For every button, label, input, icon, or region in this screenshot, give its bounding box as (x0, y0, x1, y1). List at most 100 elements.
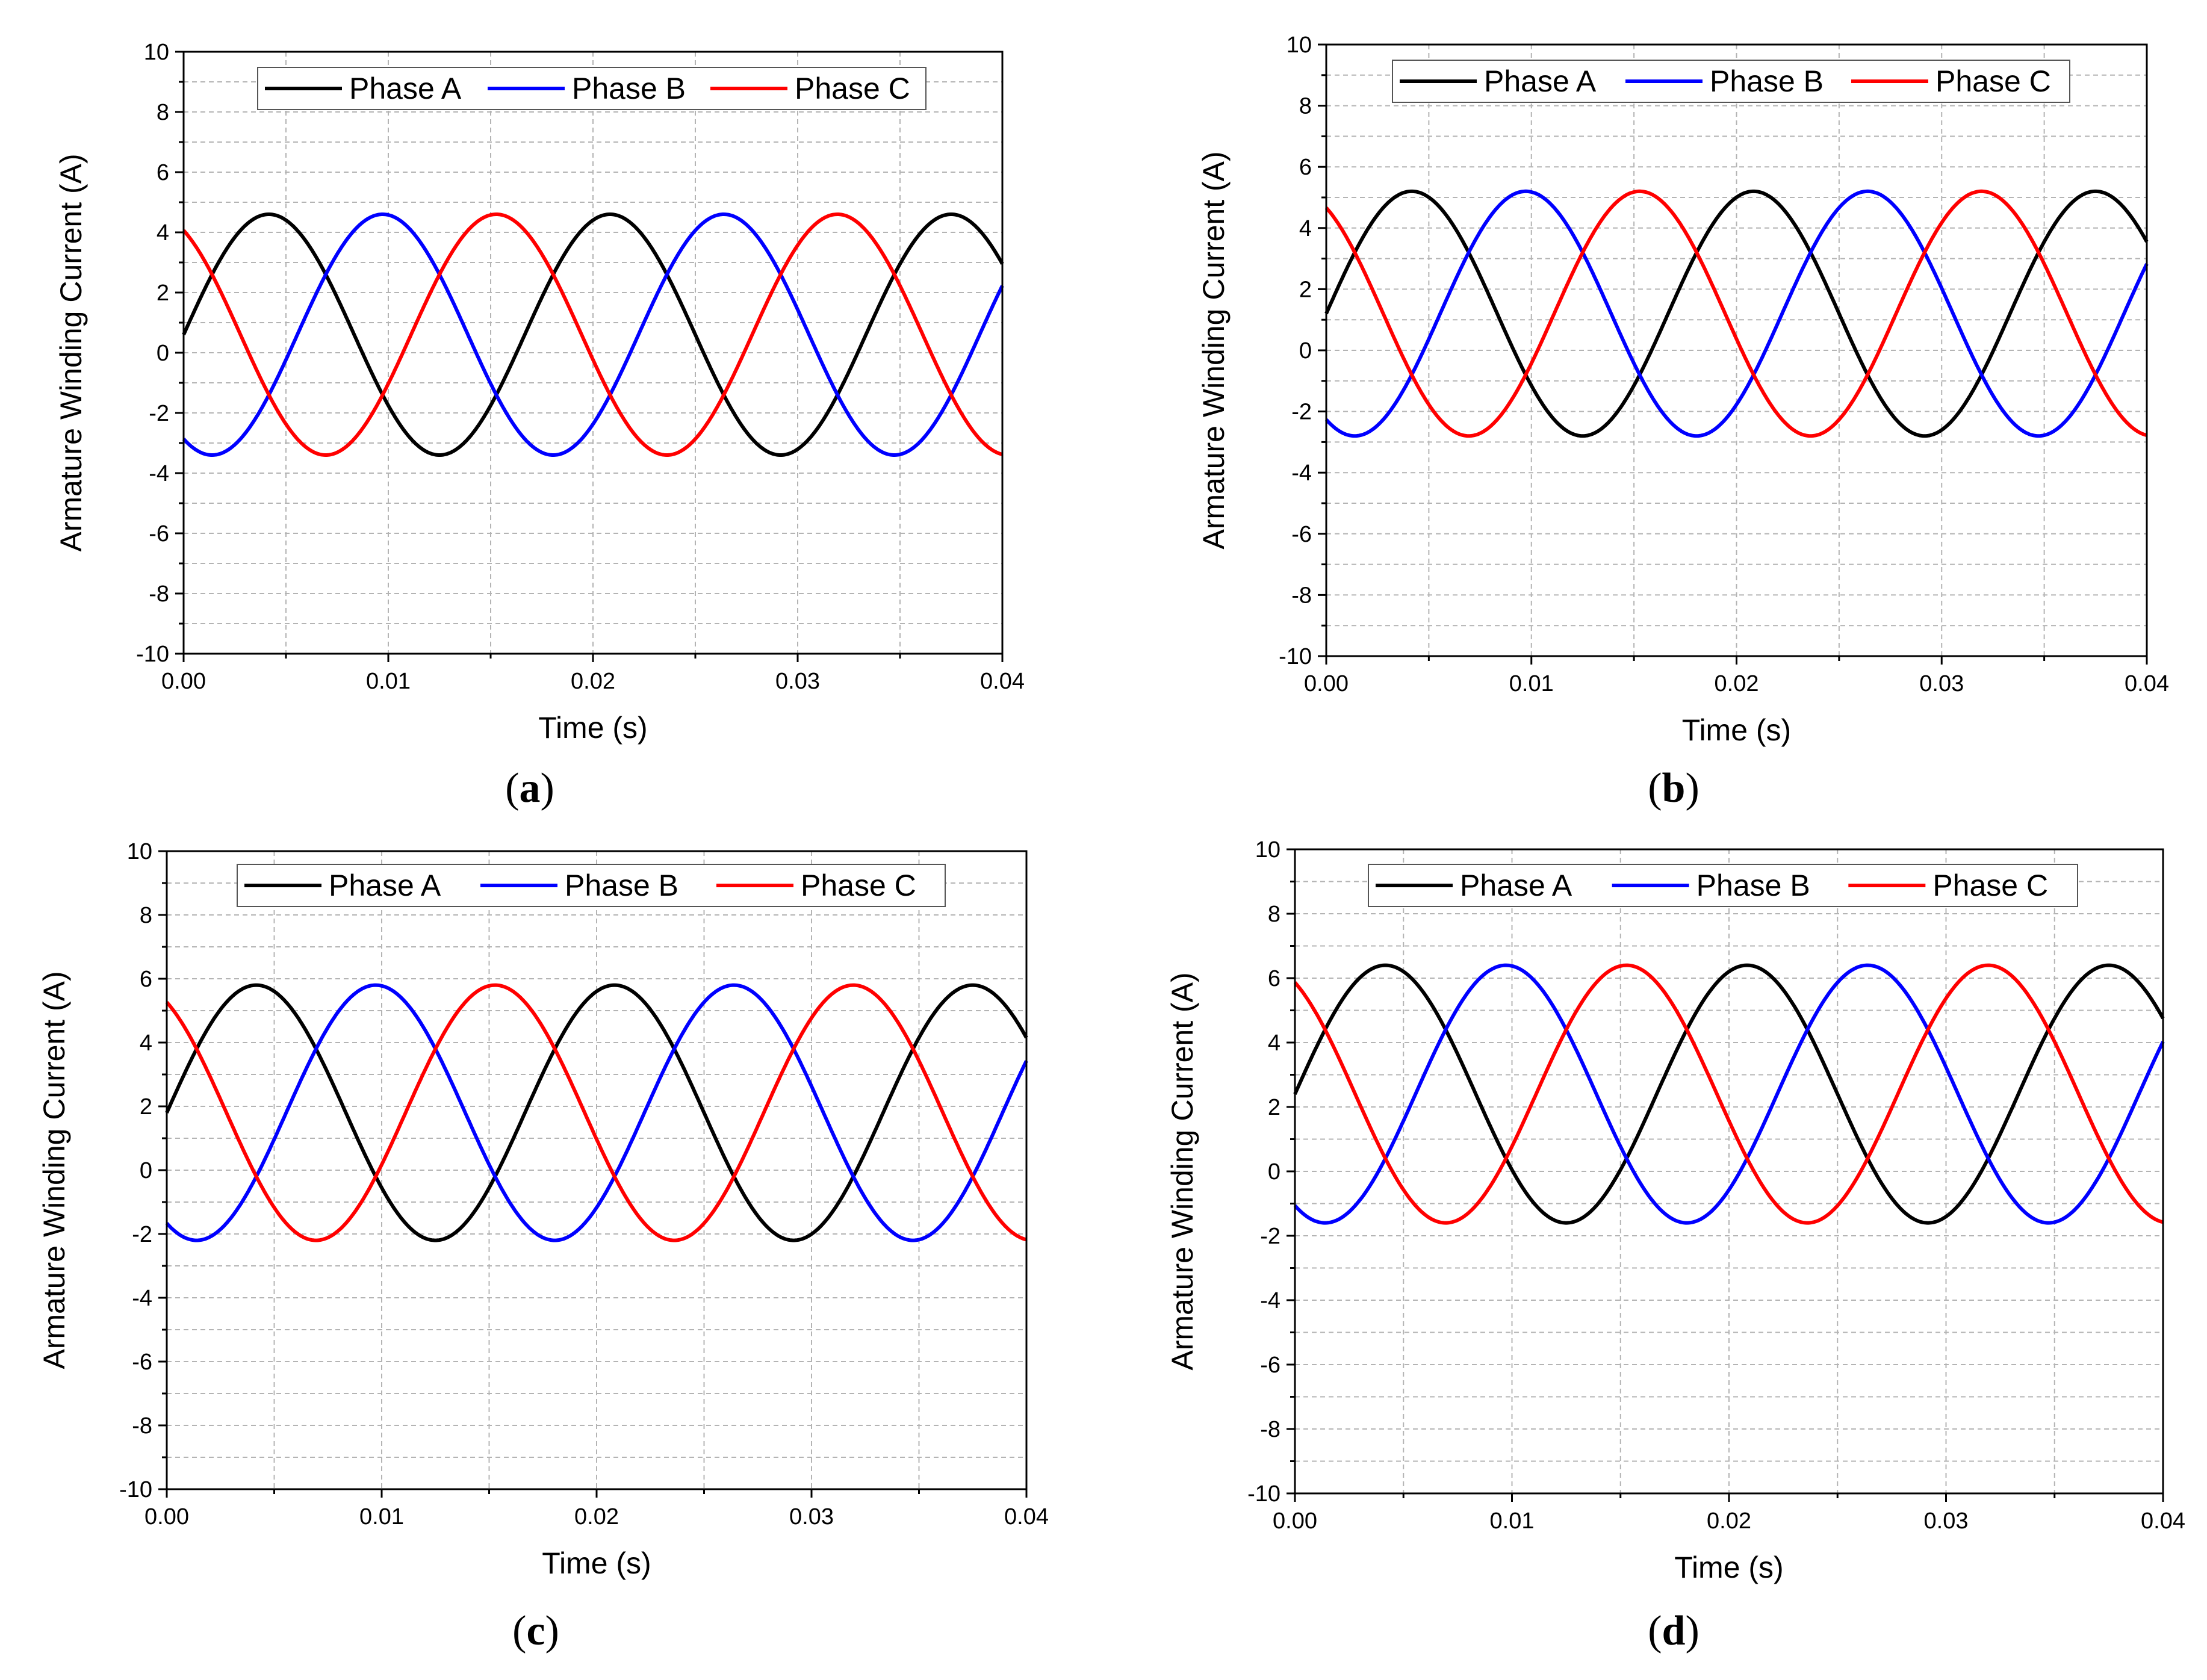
series-line-phase-c (182, 212, 1003, 457)
legend-label: Phase A (349, 72, 462, 105)
series-line-phase-a (1324, 189, 2149, 438)
chart-panel-d: 0.00 0.01 0.02 0.03 0.04 -10 -8 -6 -4 -2 0 2 4 6 8 10 Ti… (1166, 837, 2185, 1584)
x-tick-label: 0.04 (2125, 671, 2169, 696)
x-tick-label: 0.03 (789, 1504, 834, 1530)
legend-label: Phase B (565, 869, 678, 902)
legend-label: Phase B (572, 72, 686, 105)
y-tick-label: -4 (1291, 460, 1312, 486)
grid (1326, 45, 2147, 656)
series-line-phase-b (1293, 963, 2165, 1225)
caption-d: (d) (1648, 1608, 1699, 1654)
legend-label: Phase A (1484, 64, 1597, 98)
caption-letter: b (1662, 765, 1686, 811)
series-line-phase-a (1293, 963, 2165, 1225)
legend-label: Phase B (1710, 64, 1824, 98)
chart-panel-c: 0.00 0.01 0.02 0.03 0.04 -10 -8 -6 -4 -2 0 2 4 6 8 10 Ti… (37, 839, 1049, 1580)
y-tick-label: -10 (136, 642, 169, 667)
y-tick-label: 2 (1299, 277, 1312, 302)
legend-label: Phase A (1460, 869, 1572, 902)
y-axis-title: Armature Winding Current (A) (1166, 972, 1199, 1370)
y-tick-label: 8 (1299, 94, 1312, 119)
x-tick-label: 0.01 (1509, 671, 1554, 696)
series-group (1293, 963, 2165, 1225)
y-tick-label: -8 (132, 1413, 152, 1439)
x-axis-title: Time (s) (542, 1546, 651, 1580)
y-tick-label: -10 (119, 1477, 152, 1502)
legend-box (257, 67, 927, 110)
y-tick-label: 6 (157, 160, 169, 185)
y-tick-label: 4 (140, 1031, 152, 1056)
x-tick-label: 0.03 (775, 669, 820, 694)
legend-label: Phase C (1932, 869, 2048, 902)
y-tick-label: -4 (132, 1286, 152, 1311)
x-axis-title: Time (s) (1682, 713, 1791, 747)
y-tick-label: 10 (1287, 33, 1312, 58)
series-line-phase-b (182, 212, 1004, 457)
y-tick-label: -8 (149, 581, 169, 607)
y-axis-title: Armature Winding Current (A) (54, 153, 88, 551)
x-tick-label: 0.02 (1715, 671, 1759, 696)
y-tick-label: -8 (1291, 583, 1312, 608)
x-tick-label: 0.02 (571, 669, 615, 694)
chart-panel-a: 0.00 0.01 0.02 0.03 0.04 -10 -8 -6 -4 -2 0 2 4 6 8 10 Ti… (54, 40, 1025, 745)
y-tick-label: 6 (1299, 155, 1312, 180)
series-line-phase-b (165, 983, 1028, 1242)
x-tick-label: 0.00 (161, 669, 206, 694)
series-line-phase-a (165, 983, 1028, 1242)
y-tick-label: 6 (140, 967, 152, 992)
y-tick-label: 0 (1268, 1159, 1280, 1185)
caption-letter: a (519, 765, 541, 811)
x-tick-label: 0.02 (574, 1504, 619, 1530)
legend-label: Phase A (329, 869, 441, 902)
x-tick-label: 0.04 (1004, 1504, 1049, 1530)
legend-box (237, 864, 946, 907)
legend-box (1368, 864, 2078, 907)
grid (184, 52, 1002, 654)
legend: Phase A Phase B Phase C (237, 864, 946, 907)
x-tick-label: 0.00 (144, 1504, 189, 1530)
y-tick-label: -8 (1260, 1417, 1280, 1442)
series-line-phase-b (1324, 189, 2149, 438)
x-axis-title: Time (s) (538, 711, 647, 745)
caption-b: (b) (1648, 765, 1699, 811)
caption-letter: c (526, 1608, 545, 1654)
series-line-phase-c (1324, 189, 2147, 438)
x-tick-label: 0.01 (366, 669, 411, 694)
legend-box (1392, 60, 2070, 103)
legend: Phase A Phase B Phase C (257, 67, 927, 110)
grid (167, 851, 1026, 1489)
series-line-phase-a (182, 212, 1004, 457)
caption-c: (c) (512, 1608, 559, 1654)
y-tick-label: 8 (140, 903, 152, 928)
y-tick-label: -6 (132, 1350, 152, 1375)
y-tick-label: 2 (140, 1094, 152, 1120)
y-tick-label: 4 (1268, 1031, 1280, 1056)
y-tick-label: 4 (157, 220, 169, 246)
y-tick-label: 0 (1299, 338, 1312, 364)
y-tick-label: -6 (149, 521, 169, 547)
legend: Phase A Phase B Phase C (1368, 864, 2078, 907)
series-group (165, 983, 1028, 1242)
x-tick-label: 0.04 (2141, 1508, 2185, 1534)
x-tick-label: 0.00 (1273, 1508, 1317, 1534)
y-tick-label: -4 (1260, 1288, 1280, 1313)
legend-label: Phase C (795, 72, 910, 105)
x-tick-label: 0.01 (359, 1504, 404, 1530)
caption-letter: d (1662, 1608, 1686, 1654)
y-axis-title: Armature Winding Current (A) (1197, 151, 1231, 549)
x-tick-label: 0.01 (1490, 1508, 1535, 1534)
x-axis-title: Time (s) (1674, 1551, 1783, 1584)
y-tick-label: 4 (1299, 216, 1312, 241)
y-tick-label: -4 (149, 461, 169, 486)
legend-label: Phase B (1696, 869, 1810, 902)
caption-a: (a) (505, 765, 554, 811)
series-line-phase-c (1293, 963, 2164, 1225)
grid (1295, 849, 2163, 1493)
y-tick-label: -6 (1260, 1353, 1280, 1378)
series-group (1324, 189, 2149, 438)
y-tick-label: 0 (157, 341, 169, 366)
y-axis-title: Armature Winding Current (A) (37, 971, 71, 1369)
y-tick-label: -10 (1247, 1481, 1280, 1507)
x-tick-label: 0.00 (1304, 671, 1349, 696)
